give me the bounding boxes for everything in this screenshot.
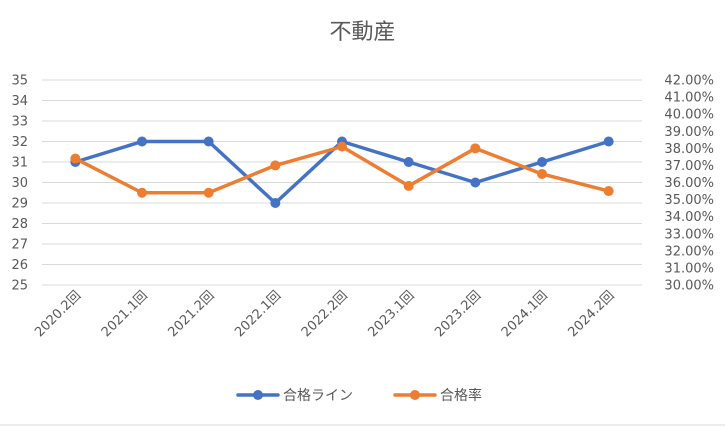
x-tick-label: 2022.1回 bbox=[232, 288, 284, 340]
x-tick-label: 2023.1回 bbox=[366, 288, 418, 340]
y-left-tick-label: 31 bbox=[11, 156, 28, 171]
x-tick-label: 2022.2回 bbox=[299, 288, 351, 340]
data-point-pass-rate bbox=[470, 143, 481, 154]
data-point-pass-line bbox=[537, 157, 547, 167]
y-left-tick-label: 32 bbox=[11, 135, 28, 150]
y-right-tick-label: 36.00% bbox=[664, 176, 714, 191]
y-left-tick-label: 30 bbox=[11, 176, 28, 191]
y-left-tick-label: 29 bbox=[11, 197, 28, 212]
y-right-tick-label: 42.00% bbox=[664, 74, 714, 89]
y-right-tick-label: 40.00% bbox=[664, 108, 714, 123]
y-left-tick-label: 35 bbox=[11, 74, 28, 89]
y-right-tick-label: 32.00% bbox=[664, 244, 714, 259]
chart-title: 不動産 bbox=[329, 20, 396, 45]
data-point-pass-line bbox=[403, 157, 414, 167]
x-tick-label: 2023.2回 bbox=[432, 288, 484, 340]
data-point-pass-rate bbox=[203, 187, 214, 198]
data-point-pass-rate bbox=[70, 153, 81, 164]
legend-marker bbox=[410, 390, 420, 400]
x-tick-label: 2021.1回 bbox=[99, 288, 151, 340]
y-right-tick-label: 30.00% bbox=[664, 279, 714, 294]
data-point-pass-line bbox=[603, 136, 614, 147]
y-left-tick-label: 25 bbox=[11, 279, 28, 294]
y-left-tick-label: 33 bbox=[11, 115, 28, 130]
y-right-tick-label: 38.00% bbox=[664, 142, 714, 157]
y-right-tick-label: 34.00% bbox=[664, 210, 714, 225]
x-tick-label: 2024.2回 bbox=[566, 288, 618, 340]
y-right-tick-label: 41.00% bbox=[664, 91, 714, 106]
data-point-pass-line bbox=[270, 198, 281, 208]
legend-marker bbox=[253, 390, 263, 400]
series-line-pass-rate bbox=[73, 144, 611, 195]
y-right-tick-label: 33.00% bbox=[664, 227, 714, 242]
x-tick-label: 2024.1回 bbox=[499, 288, 551, 340]
x-tick-label: 2021.2回 bbox=[166, 288, 218, 340]
y-left-tick-label: 28 bbox=[11, 217, 28, 232]
legend-label: 合格ライン bbox=[283, 388, 353, 404]
data-point-pass-rate bbox=[603, 186, 614, 197]
y-right-tick-label: 31.00% bbox=[664, 261, 714, 276]
y-right-tick-label: 35.00% bbox=[664, 193, 714, 208]
data-point-pass-line bbox=[137, 136, 147, 147]
legend-label: 合格率 bbox=[440, 387, 482, 404]
y-left-tick-label: 27 bbox=[11, 238, 28, 253]
y-right-tick-label: 39.00% bbox=[664, 125, 714, 140]
data-point-pass-rate bbox=[337, 141, 347, 152]
y-left-tick-label: 26 bbox=[11, 258, 28, 273]
data-point-pass-rate bbox=[270, 160, 281, 171]
data-point-pass-line bbox=[470, 177, 481, 188]
data-point-pass-rate bbox=[537, 168, 547, 179]
y-left-tick-label: 34 bbox=[11, 94, 28, 109]
data-point-pass-line bbox=[203, 136, 214, 147]
data-point-pass-rate bbox=[403, 180, 414, 191]
data-point-pass-rate bbox=[137, 187, 147, 198]
y-right-tick-label: 37.00% bbox=[664, 159, 714, 174]
x-tick-label: 2020.2回 bbox=[32, 288, 84, 340]
